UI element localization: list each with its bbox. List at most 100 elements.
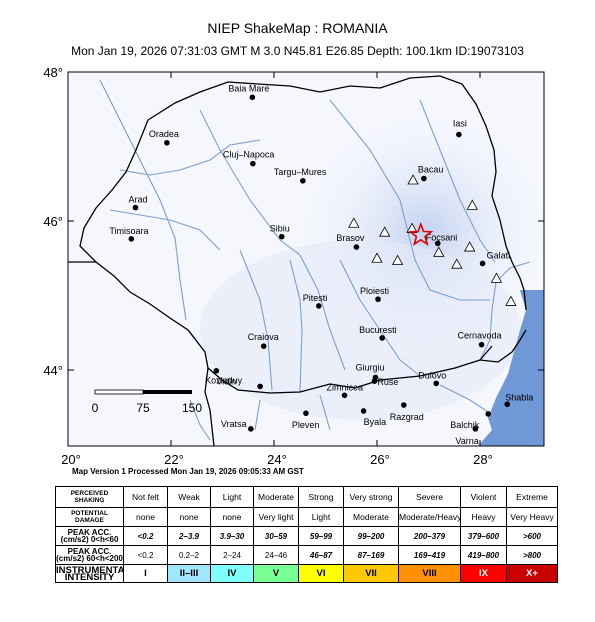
- lat-label: 44°: [43, 363, 63, 378]
- city-dot-icon: [479, 260, 486, 267]
- station-triangle-icon: [451, 258, 463, 269]
- city-label: Craiova: [248, 332, 279, 342]
- legend-cell: 419–800: [460, 545, 507, 565]
- legend-row: POTENTIAL DAMAGE none none none Very light Li…: [55, 507, 558, 527]
- city-label: Baia Mare: [228, 83, 269, 93]
- station-triangle-icon: [371, 252, 383, 263]
- city-dot-icon: [433, 380, 440, 387]
- legend-cell: Strong: [298, 486, 344, 508]
- city-label: Cernavoda: [458, 331, 502, 341]
- legend-cell: V: [253, 564, 299, 583]
- city-label: Varna: [455, 436, 478, 446]
- legend-cell: 99–200: [343, 526, 399, 546]
- lat-label: 48°: [43, 65, 63, 80]
- station-triangle-icon: [466, 199, 478, 210]
- city-label: Bucuresti: [359, 325, 397, 335]
- legend-cell: 30–59: [253, 526, 299, 546]
- city-dot-icon: [278, 233, 285, 240]
- axis-ticks: [67, 71, 544, 446]
- scale-label: 0: [92, 401, 99, 415]
- legend-cell: <0.2: [123, 526, 168, 546]
- city-dot-icon: [300, 177, 306, 184]
- legend-cell: Heavy: [460, 507, 507, 527]
- city-dot-icon: [257, 383, 263, 390]
- lat-label: 46°: [43, 214, 63, 229]
- city-dot-icon: [213, 367, 220, 374]
- legend-cell: Moderate/Heavy: [398, 507, 461, 527]
- city-dot-icon: [400, 402, 407, 408]
- station-triangle-icon: [348, 217, 360, 228]
- legend-cell: VII: [343, 564, 399, 583]
- processed-note: Map Version 1 Processed Mon Jan 19, 2026…: [72, 467, 304, 476]
- city-dot-icon: [478, 341, 485, 348]
- black-sea: [478, 290, 544, 446]
- legend-cell: 2–3.9: [167, 526, 211, 546]
- city-label: Byala: [364, 417, 387, 427]
- city-dot-icon: [128, 236, 135, 242]
- city-label: Galati: [487, 250, 511, 260]
- legend-cell: none: [167, 507, 211, 527]
- legend-cell: IV: [210, 564, 254, 583]
- lon-label: 20°: [61, 452, 81, 467]
- legend-row: INSTRUMENTAL INTENSITY I II–III IV V VI VII VII…: [55, 564, 558, 583]
- epicenter-star-icon: [408, 221, 434, 246]
- city-dot-icon: [421, 175, 427, 182]
- cities-layer: Baia Mare Oradea Iasi Cluj–Napoca Targu–Mure…: [109, 83, 533, 446]
- city-label: Targu–Mures: [274, 167, 327, 177]
- legend-row-header: INSTRUMENTAL INTENSITY: [55, 564, 124, 583]
- city-label: Balchik: [450, 420, 480, 430]
- legend-cell: >600: [506, 526, 558, 546]
- city-label: Arad: [128, 195, 147, 205]
- legend-row: PEAK ACC.(cm/s2) 0<h<60 <0.2 2–3.9 3.9–30 30…: [55, 526, 558, 546]
- legend-cell: Very Heavy: [506, 507, 558, 527]
- city-label: Brasov: [336, 233, 365, 243]
- station-triangle-icon: [379, 226, 391, 237]
- city-label: Bacau: [418, 165, 444, 175]
- city-label: Zimnicea: [327, 382, 364, 392]
- city-label: Oradea: [149, 129, 179, 139]
- city-dot-icon: [316, 303, 322, 309]
- city-label: Dulovo: [418, 370, 446, 380]
- legend-row: PERCEIVED SHAKING Not felt Weak Light Modera…: [55, 486, 558, 508]
- station-triangle-icon: [490, 272, 503, 283]
- city-dot-icon: [434, 240, 441, 247]
- map-frame: [67, 71, 545, 447]
- city-dot-icon: [303, 410, 309, 417]
- legend-cell: <0.2: [123, 545, 168, 565]
- city-label: Ruse: [377, 377, 398, 387]
- scale-label: 150: [182, 401, 202, 415]
- city-dot-icon: [456, 131, 462, 138]
- legend-cell: II–III: [167, 564, 211, 583]
- legend-row: PEAK ACC.(cm/s2) 60<h<200 <0.2 0.2–2 2–24 24…: [55, 545, 558, 565]
- scale-label: 75: [136, 401, 150, 415]
- legend-cell: Not felt: [123, 486, 168, 508]
- city-dot-icon: [371, 378, 378, 384]
- city-dot-icon: [248, 426, 254, 432]
- legend-cell: 24–46: [253, 545, 299, 565]
- legend-cell: Extreme: [506, 486, 558, 508]
- city-dot-icon: [379, 335, 385, 341]
- city-dot-icon: [360, 408, 367, 414]
- city-dot-icon: [250, 160, 256, 167]
- city-dot-icon: [132, 204, 139, 211]
- city-label: Vidin: [216, 377, 236, 387]
- legend-cell: Very strong: [343, 486, 399, 508]
- legend-cell: 200–379: [398, 526, 461, 546]
- city-dot-icon: [353, 244, 360, 250]
- legend-cell: 59–99: [298, 526, 344, 546]
- legend-cell: 2–24: [210, 545, 254, 565]
- city-dot-icon: [485, 411, 492, 417]
- legend-cell: 0.2–2: [167, 545, 211, 565]
- city-label: Giurgiu: [355, 362, 384, 372]
- city-label: Vratsa: [221, 419, 247, 429]
- legend-cell: X+: [506, 564, 558, 583]
- city-dot-icon: [375, 296, 381, 303]
- city-dot-icon: [504, 401, 511, 408]
- city-label: Focsani: [426, 232, 458, 242]
- borders: [68, 75, 527, 446]
- legend-row-header: PERCEIVED SHAKING: [55, 486, 124, 508]
- legend-cell: Weak: [167, 486, 211, 508]
- legend-row-header: POTENTIAL DAMAGE: [55, 507, 124, 527]
- city-dot-icon: [249, 94, 256, 101]
- legend-cell: none: [210, 507, 254, 527]
